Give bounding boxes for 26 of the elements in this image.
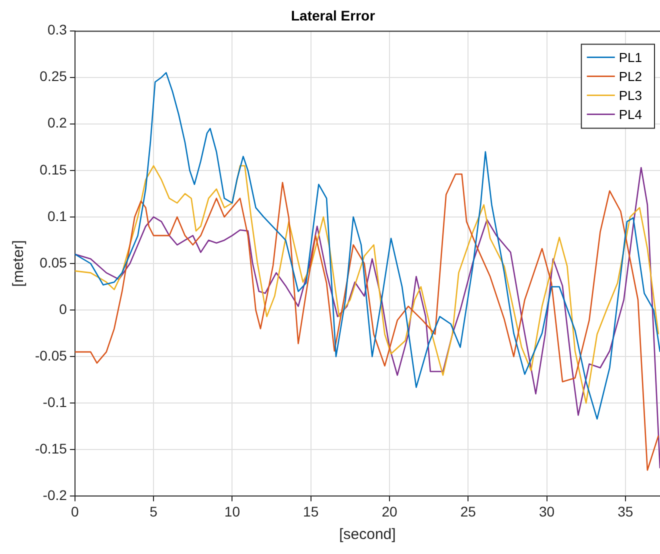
y-axis-title: [meter] — [10, 240, 28, 287]
y-tick-label: 0.15 — [40, 161, 68, 178]
legend-label: PL4 — [618, 106, 642, 122]
y-tick-label: 0.05 — [40, 254, 68, 270]
x-tick-label: 15 — [303, 503, 319, 520]
x-tick-label: 35 — [618, 503, 634, 520]
x-axis-title: [second] — [339, 526, 396, 544]
x-tick-label: 30 — [538, 503, 555, 520]
y-tick-label: 0 — [59, 300, 68, 317]
legend-label: PL2 — [618, 68, 642, 84]
y-tick-label: -0.15 — [34, 440, 68, 457]
y-tick-label: -0.2 — [42, 487, 68, 504]
legend-label: PL3 — [618, 88, 642, 103]
y-tick-label: -0.1 — [42, 394, 68, 410]
chart-title: Lateral Error — [290, 7, 376, 24]
legend-label: PL1 — [618, 50, 642, 65]
x-tick-label: 10 — [224, 503, 240, 520]
y-tick-label: 0.2 — [47, 114, 68, 131]
y-tick-label: 0.25 — [40, 68, 68, 84]
x-tick-label: 20 — [382, 503, 398, 520]
x-tick-label: 0 — [71, 503, 80, 520]
y-tick-label: 0.1 — [47, 208, 68, 224]
x-tick-label: 25 — [460, 503, 476, 520]
y-tick-label: 0.3 — [47, 22, 68, 38]
x-tick-label: 5 — [150, 503, 158, 520]
y-tick-label: -0.05 — [34, 347, 68, 364]
